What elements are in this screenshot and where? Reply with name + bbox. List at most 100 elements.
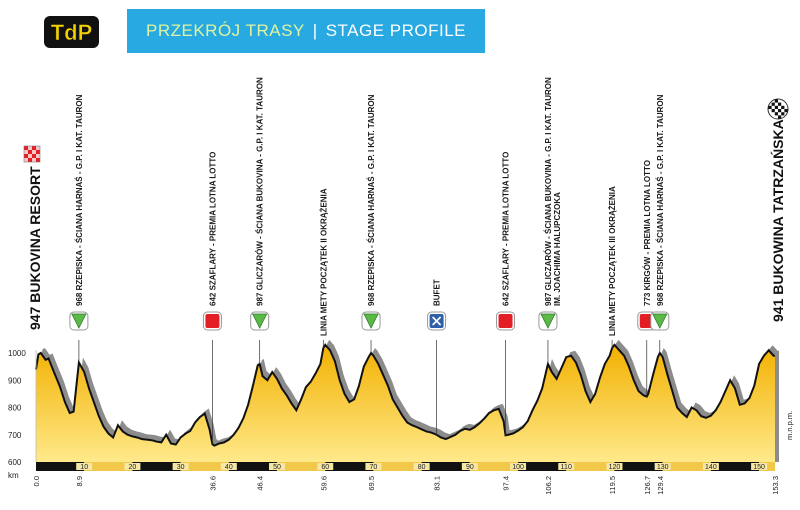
kom-green-triangle-icon bbox=[650, 311, 670, 331]
annotation-label: 968 RZEPISKA - ŚCIANA HARNAŚ - G.P. I KA… bbox=[656, 94, 665, 306]
km-band-label: 130 bbox=[657, 464, 669, 471]
km-band-label: 150 bbox=[753, 464, 765, 471]
feed-zone-x-icon bbox=[427, 311, 447, 331]
km-band-label-bg bbox=[76, 463, 93, 470]
km-label: 126.7 bbox=[643, 476, 652, 495]
km-band-label: 40 bbox=[225, 464, 233, 471]
annotation-label: 987 GLICZARÓW - ŚCIANA BUKOVINA - G.P. I… bbox=[256, 77, 265, 306]
km-band-label-bg bbox=[269, 463, 286, 470]
kom-triangle bbox=[252, 313, 268, 329]
flag-border bbox=[23, 145, 41, 163]
km-band-segment bbox=[662, 462, 711, 471]
annotation-label: 968 RZEPISKA - ŚCIANA HARNAŚ - G.P. I KA… bbox=[75, 94, 84, 306]
tdp-logo: TdP bbox=[44, 16, 99, 48]
flag-cell bbox=[771, 102, 775, 106]
km-band-segment bbox=[469, 462, 519, 471]
km-label: 97.4 bbox=[502, 476, 511, 491]
km-band-segment bbox=[518, 462, 567, 471]
km-band-label-bg bbox=[124, 463, 141, 470]
flag-cell bbox=[32, 146, 36, 150]
flag-cell bbox=[774, 99, 778, 103]
km-band-segment bbox=[180, 462, 229, 471]
km-band-label: 10 bbox=[80, 464, 88, 471]
y-tick-label: 700 bbox=[8, 431, 22, 440]
km-band-label-bg bbox=[606, 463, 623, 470]
annotation-label: LINIA METY POCZĄTEK III OKRĄŻENIA bbox=[608, 186, 617, 336]
flag-cell bbox=[28, 154, 32, 158]
km-band-label-bg bbox=[413, 463, 430, 470]
km-label: 119.5 bbox=[608, 476, 617, 494]
flag-cell bbox=[24, 158, 28, 162]
km-band-label-bg bbox=[365, 463, 382, 470]
y-tick-label: 600 bbox=[8, 458, 22, 467]
km-band-label-bg bbox=[220, 463, 237, 470]
annotation-label: 968 RZEPISKA - ŚCIANA HARNAŚ - G.P. I KA… bbox=[367, 94, 376, 306]
sprint-square bbox=[205, 314, 220, 328]
annotation-label: 773 KIRGÓW - PREMIA LOTNA LOTTO bbox=[643, 160, 652, 306]
flag-cell bbox=[771, 109, 775, 113]
km-band-label-bg bbox=[172, 463, 189, 470]
flag-cell bbox=[36, 150, 40, 154]
flag-cell bbox=[774, 112, 778, 116]
km-band-label: 50 bbox=[273, 464, 281, 471]
y-tick-label: 900 bbox=[8, 376, 22, 385]
kom-triangle bbox=[652, 313, 668, 329]
annotation-label-2: IM. JOACHIMA HALUPCZOKA bbox=[553, 192, 562, 306]
km-label: 69.5 bbox=[367, 476, 376, 491]
km-band-label: 90 bbox=[466, 464, 474, 471]
flag-cell bbox=[24, 154, 28, 158]
title-en: STAGE PROFILE bbox=[325, 21, 467, 40]
flag-cell bbox=[32, 154, 36, 158]
km-label: 153.3 bbox=[771, 476, 780, 495]
km-band-segment bbox=[277, 462, 326, 471]
checkered-flag-black-icon bbox=[767, 98, 789, 120]
checkered-flag-red-icon bbox=[23, 145, 41, 163]
x-axis-unit: km bbox=[8, 471, 19, 480]
flag-cell bbox=[781, 112, 785, 116]
km-label: 129.4 bbox=[656, 476, 665, 495]
km-band-label-bg bbox=[558, 463, 575, 470]
km-band-label-bg bbox=[654, 463, 671, 470]
km-band-segment bbox=[36, 462, 85, 471]
km-band-label-bg bbox=[510, 463, 527, 470]
flag-cell bbox=[32, 150, 36, 154]
flag-cell bbox=[24, 146, 28, 150]
start-location: 947 BUKOVINA RESORT bbox=[27, 166, 43, 330]
flag-cell bbox=[778, 115, 782, 119]
km-band-label: 100 bbox=[512, 464, 524, 471]
title-banner: PRZEKRÓJ TRASY | STAGE PROFILE bbox=[127, 9, 485, 53]
sprint-red-square-icon bbox=[202, 311, 222, 331]
km-band-segment bbox=[325, 462, 374, 471]
km-band-label: 80 bbox=[418, 464, 426, 471]
km-band-label: 60 bbox=[321, 464, 329, 471]
km-label: 8.9 bbox=[75, 476, 84, 486]
y-tick-label: 1000 bbox=[8, 349, 26, 358]
km-label: 36.6 bbox=[208, 476, 217, 491]
km-band-label-bg bbox=[702, 463, 719, 470]
km-band-segment bbox=[132, 462, 181, 471]
kom-triangle bbox=[71, 313, 87, 329]
annotation-label: 642 SZAFLARY - PREMIA LOTNA LOTTO bbox=[502, 152, 511, 306]
km-label: 106.2 bbox=[544, 476, 553, 495]
km-label: 0.0 bbox=[32, 476, 41, 486]
km-band-label: 70 bbox=[370, 464, 378, 471]
km-label: 83.1 bbox=[433, 476, 442, 491]
annotation-label: LINIA METY POCZĄTEK II OKRĄŻENIA bbox=[319, 188, 328, 336]
y-axis-unit: m.n.p.m. bbox=[785, 411, 794, 440]
kom-green-triangle-icon bbox=[250, 311, 270, 331]
finish-location: 941 BUKOWINA TATRZAŃSKA bbox=[770, 119, 786, 322]
header: TdP PRZEKRÓJ TRASY | STAGE PROFILE bbox=[0, 0, 800, 65]
km-band-segment bbox=[614, 462, 663, 471]
km-band-segment bbox=[373, 462, 422, 471]
flag-cell bbox=[28, 150, 32, 154]
km-band-label-bg bbox=[317, 463, 334, 470]
flag-cell bbox=[768, 105, 772, 109]
annotation-label: 642 SZAFLARY - PREMIA LOTNA LOTTO bbox=[208, 152, 217, 306]
kom-green-triangle-icon bbox=[538, 311, 558, 331]
flag-cell bbox=[28, 146, 32, 150]
km-band-segment bbox=[710, 462, 760, 471]
annotation-label: BUFET bbox=[433, 279, 442, 306]
annotation-label: 987 GLICZARÓW - ŚCIANA BUKOVINA - G.P. I… bbox=[544, 77, 553, 306]
flag-cell bbox=[778, 102, 782, 106]
flag-cell bbox=[24, 150, 28, 154]
